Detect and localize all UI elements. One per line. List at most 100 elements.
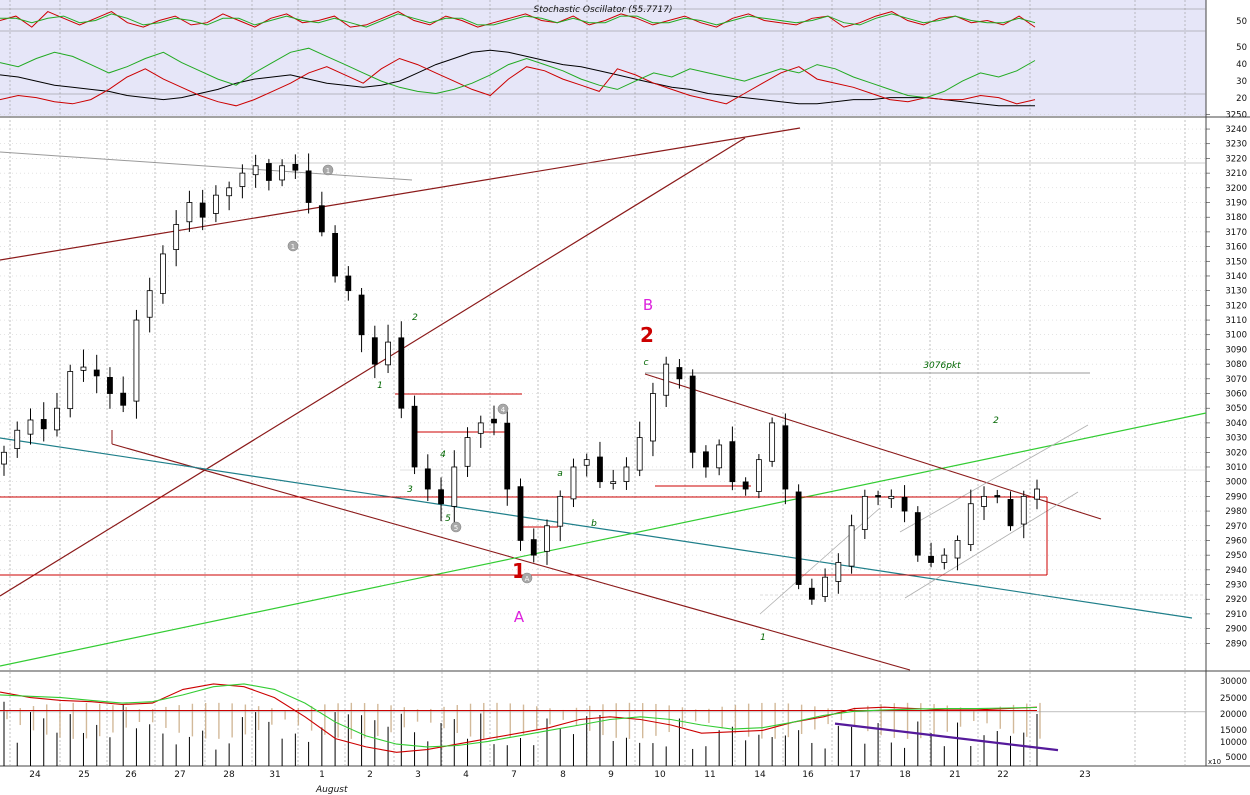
candle-body <box>14 429 21 449</box>
candle-body <box>40 419 47 430</box>
candle-body <box>239 172 246 187</box>
candlestick-layer <box>1 153 1040 605</box>
channel-line-grey <box>899 424 1089 533</box>
oscillator-series-line <box>0 57 1036 107</box>
date-tick-label: 28 <box>223 770 235 780</box>
price-tick-label: 3050 <box>1225 404 1247 414</box>
stochastic-title: Stochastic Oscillator (55.7717) <box>533 5 672 15</box>
candle-body <box>716 444 723 469</box>
candle-body <box>676 367 683 380</box>
candle-body <box>146 290 153 318</box>
date-tick-label: 21 <box>949 770 960 780</box>
candle-body <box>332 232 338 277</box>
trendline-upper-channel <box>0 127 801 261</box>
candle-body <box>411 405 418 468</box>
trendline-teal <box>0 437 1193 619</box>
wave-label-5-minor: 5 <box>445 514 451 524</box>
price-tick-label: 3250 <box>1225 110 1247 120</box>
price-tick-label: 3060 <box>1225 390 1247 400</box>
candle-body <box>822 576 829 597</box>
trendline-layer <box>0 127 1207 671</box>
candle-body <box>610 481 617 484</box>
stochastic-tick-label: 30 <box>1236 77 1247 87</box>
candle-body <box>636 437 643 471</box>
trendline-rising-fan <box>0 137 746 597</box>
price-tick-label: 2930 <box>1225 581 1247 591</box>
candle-body <box>279 165 286 181</box>
candle-body <box>557 495 564 527</box>
date-tick-label: 14 <box>754 770 766 780</box>
wave-label-a: a <box>557 469 563 479</box>
candle-body <box>570 466 577 500</box>
circled-wave-marker <box>521 572 533 584</box>
candle-body <box>160 253 166 294</box>
candle-body <box>54 407 60 431</box>
trendline-wave-c-channel <box>644 373 1102 520</box>
candle-body <box>848 525 855 567</box>
candle-body <box>663 363 670 396</box>
candle-body <box>318 205 325 233</box>
candle-body <box>888 495 895 500</box>
date-tick-label: 9 <box>608 770 614 780</box>
price-tick-label: 3190 <box>1225 199 1247 209</box>
price-tick-label: 2960 <box>1225 536 1247 546</box>
wave-label-4-minor: 4 <box>440 450 446 460</box>
price-tick-label: 2900 <box>1225 625 1247 635</box>
price-tick-label: 3080 <box>1225 360 1247 370</box>
price-tick-label: 3100 <box>1225 331 1247 341</box>
date-tick-label: 8 <box>560 770 566 780</box>
candle-body <box>438 489 444 505</box>
price-tick-label: 3150 <box>1225 257 1247 267</box>
candle-body <box>173 224 180 250</box>
candle-body <box>477 422 484 434</box>
candle-body <box>981 495 987 507</box>
candle-body <box>292 163 299 171</box>
volume-tick-label: 25000 <box>1220 694 1247 704</box>
wave-label-3-minor: 3 <box>407 485 413 495</box>
candle-body <box>755 459 762 492</box>
candle-body <box>861 495 868 530</box>
candle-body <box>835 562 842 582</box>
price-tick-label: 3140 <box>1225 272 1247 282</box>
price-tick-label: 3130 <box>1225 287 1247 297</box>
circled-wave-marker <box>287 240 299 252</box>
circled-wave-marker <box>497 403 509 415</box>
trendline-grey-top <box>0 151 413 181</box>
circled-wave-marker <box>450 521 462 533</box>
price-tick-label: 2990 <box>1225 492 1247 502</box>
candle-body <box>967 503 974 546</box>
circled-wave-marker-label: 4 <box>501 406 506 414</box>
candle-body <box>729 441 736 483</box>
candle-body <box>67 371 74 410</box>
grid-layer <box>0 0 1206 766</box>
candle-body <box>689 375 696 453</box>
candle-body <box>186 202 193 223</box>
candle-body <box>226 187 233 197</box>
volume-divergence-line <box>834 722 1059 752</box>
wave-label-c: c <box>644 358 649 368</box>
volume-oscillator-line <box>0 683 1038 753</box>
circled-wave-marker-label: 1 <box>326 167 330 175</box>
price-tick-label: 3220 <box>1225 154 1247 164</box>
candle-body <box>994 495 1001 498</box>
price-tick-label: 3120 <box>1225 301 1247 311</box>
circled-wave-marker <box>322 164 334 176</box>
volume-tick-label: 15000 <box>1220 726 1247 736</box>
price-tick-label: 2890 <box>1225 639 1247 649</box>
oscillator-series-line <box>0 47 1036 99</box>
stochastic-series-line <box>0 13 1036 28</box>
candle-body <box>424 468 431 490</box>
candle-body <box>1007 499 1014 527</box>
price-tick-label: 3010 <box>1225 463 1247 473</box>
candle-body <box>782 425 789 490</box>
volume-tick-label: 10000 <box>1220 738 1247 748</box>
date-tick-label: 3 <box>415 770 421 780</box>
price-tick-label: 2970 <box>1225 522 1247 532</box>
wave-label-2-second: 2 <box>993 416 999 426</box>
candle-body <box>597 456 603 483</box>
candle-body <box>530 539 537 556</box>
channel-line-grey <box>904 491 1079 599</box>
axis-layer: 3250324032303220321032003190318031703160… <box>29 17 1247 780</box>
wave-label-1-second: 1 <box>760 633 766 643</box>
